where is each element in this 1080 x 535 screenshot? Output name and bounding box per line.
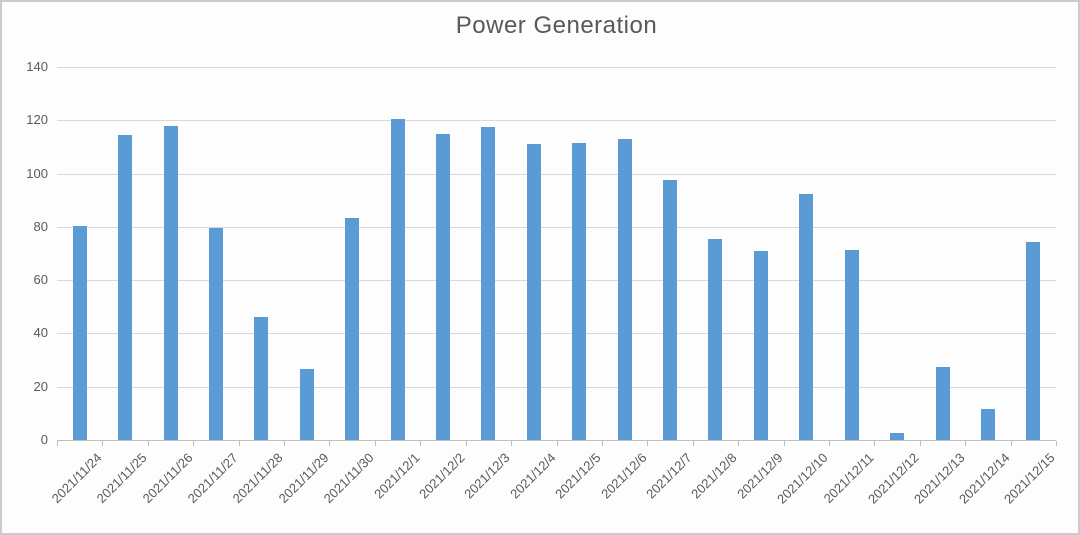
chart-title: Power Generation [455,12,658,39]
bar-2021/12/6 [617,138,632,440]
x-axis-tick-mark [557,441,558,446]
x-axis-tick-mark [102,441,103,446]
y-axis-tick-label: 60 [33,272,48,287]
bar-2021/11/27 [208,228,223,440]
x-axis-tick-mark [874,441,875,446]
bar-2021/12/10 [799,193,814,440]
y-gridline [57,174,1056,175]
y-axis-tick-label: 120 [26,112,48,127]
bar-2021/12/12 [890,433,905,440]
x-axis-tick-mark [1011,441,1012,446]
y-gridline [57,67,1056,68]
x-axis-tick-mark [693,441,694,446]
bar-2021/11/25 [118,134,133,440]
x-axis-tick-mark [284,441,285,446]
y-axis-tick-label: 80 [33,219,48,234]
bar-2021/12/8 [708,238,723,440]
bar-2021/12/15 [1026,241,1041,440]
x-axis-tick-mark [647,441,648,446]
x-axis-tick-mark [965,441,966,446]
bar-2021/11/26 [163,125,178,440]
bar-2021/11/28 [254,317,269,440]
y-gridline [57,120,1056,121]
y-gridline [57,280,1056,281]
x-axis-tick-mark [420,441,421,446]
x-axis-tick-mark [602,441,603,446]
x-axis-line [57,440,1056,441]
bar-2021/12/13 [935,366,950,440]
y-axis-tick-label: 0 [40,432,48,447]
x-axis-tick-mark [920,441,921,446]
bar-2021/12/11 [844,249,859,440]
bar-2021/12/14 [980,409,995,440]
bar-2021/11/24 [72,225,87,440]
x-axis-tick-mark [829,441,830,446]
bar-2021/12/1 [390,119,405,440]
x-axis-tick-mark [466,441,467,446]
x-axis-tick-mark [375,441,376,446]
y-axis-tick-label: 140 [26,59,48,74]
bar-2021/12/2 [436,133,450,440]
x-axis-tick-mark [239,441,240,446]
y-gridline [57,333,1056,334]
x-axis-tick-mark [148,441,149,446]
x-axis-tick-mark [1056,441,1057,446]
bar-2021/12/4 [526,144,541,440]
y-axis-tick-label: 40 [33,325,48,340]
bar-2021/12/7 [663,180,677,440]
y-axis-tick-label: 20 [33,379,48,394]
y-axis-tick-label: 100 [26,166,48,181]
bar-2021/12/3 [481,126,496,440]
x-axis-tick-mark [193,441,194,446]
x-axis-tick-mark [57,441,58,446]
y-gridline [57,227,1056,228]
bar-2021/11/30 [345,217,360,440]
x-axis-tick-mark [738,441,739,446]
bar-2021/12/5 [572,142,587,440]
x-axis-category-label: 2021/11/24 [48,450,105,506]
bar-2021/12/9 [753,250,768,440]
bar-2021/11/29 [299,369,314,440]
x-axis-tick-mark [511,441,512,446]
y-gridline [57,387,1056,388]
x-axis-tick-mark [329,441,330,446]
x-axis-tick-mark [784,441,785,446]
